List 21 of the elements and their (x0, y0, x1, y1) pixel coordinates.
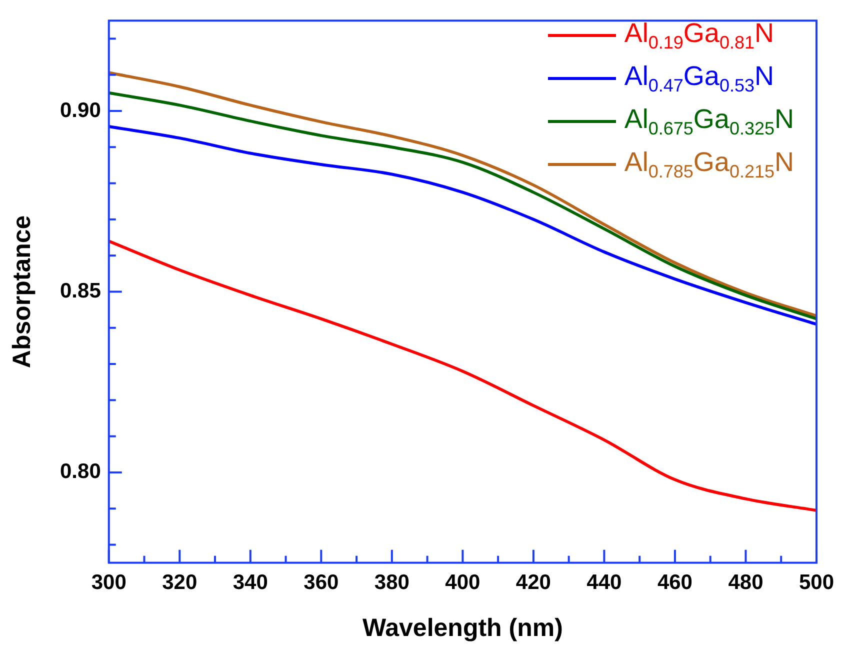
x-tick-label: 420 (516, 571, 551, 594)
x-tick-label: 400 (445, 571, 480, 594)
x-tick-label: 340 (232, 571, 268, 594)
x-axis-title: Wavelength (nm) (362, 614, 563, 642)
line-series (108, 240, 816, 512)
legend-label: Al$_{0.785}$Ga$_{0.215}$N (624, 146, 794, 182)
y-tick-label: 0.80 (60, 460, 101, 484)
x-tick-label: 500 (798, 571, 834, 594)
x-tick-label: 300 (91, 571, 126, 594)
legend-label: Al$_{0.675}$Ga$_{0.325}$N (624, 104, 794, 140)
y-axis-title: Absorptance (8, 215, 36, 368)
legend-label: Al$_{0.47}$Ga$_{0.53}$N (624, 60, 774, 96)
y-tick-label: 0.90 (60, 98, 101, 122)
x-tick-label: 480 (728, 571, 764, 594)
x-tick-label: 460 (657, 571, 692, 594)
y-tick-label: 0.85 (60, 279, 102, 302)
x-tick-label: 320 (162, 571, 198, 594)
legend-label: Al$_{0.19}$Ga$_{0.81}$N (624, 18, 774, 54)
x-tick-label: 360 (304, 571, 339, 594)
x-tick-label: 380 (374, 571, 410, 594)
x-tick-label: 440 (586, 571, 622, 594)
